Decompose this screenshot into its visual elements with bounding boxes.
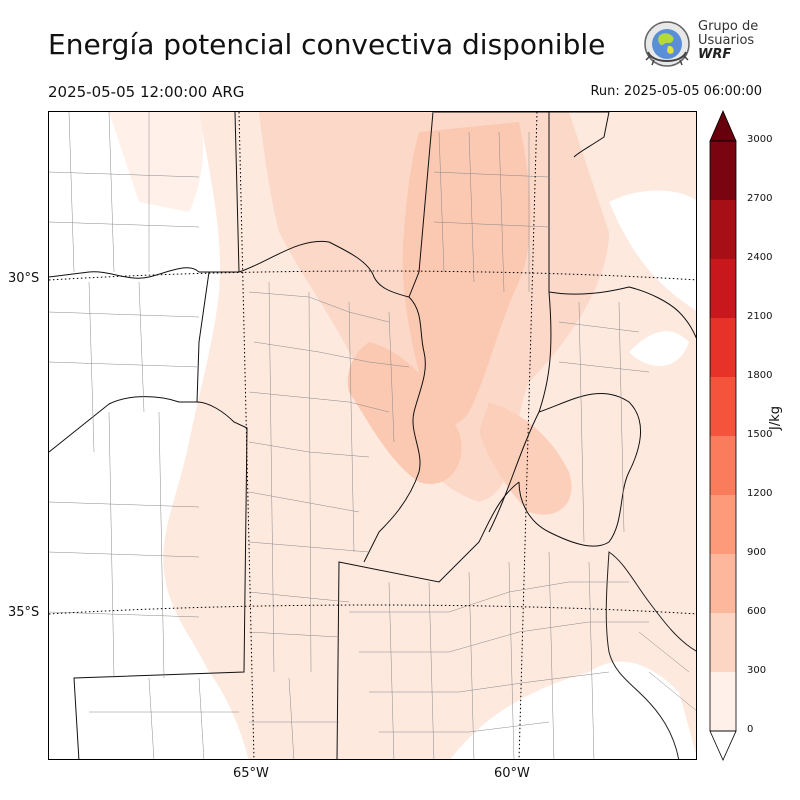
map-panel xyxy=(48,111,697,760)
colorbar-tick-label: 2700 xyxy=(747,193,773,204)
department-boundaries xyxy=(49,112,696,759)
cape-map xyxy=(49,112,696,759)
colorbar-unit-label: J/kg xyxy=(768,406,783,430)
colorbar-segment xyxy=(710,377,736,436)
colorbar-tick-label: 300 xyxy=(747,665,767,676)
valid-time-label: 2025-05-05 12:00:00 ARG xyxy=(48,83,245,101)
colorbar-tick-label: 1500 xyxy=(747,429,773,440)
logo-line-1: Grupo de xyxy=(698,19,759,34)
colorbar-tick-label: 600 xyxy=(747,606,767,617)
chart-title: Energía potencial convectiva disponible xyxy=(48,28,606,61)
colorbar-under-triangle xyxy=(709,730,737,761)
lat-label-35s: 35°S xyxy=(8,605,40,620)
colorbar-tick-label: 2400 xyxy=(747,252,773,263)
graticule xyxy=(49,112,696,759)
colorbar-segment xyxy=(710,200,736,259)
wrf-group-logo: Grupo de Usuarios WRF xyxy=(640,18,770,72)
colorbar-outline xyxy=(709,140,737,732)
colorbar-segments xyxy=(710,141,736,731)
province-boundaries xyxy=(49,112,696,759)
colorbar-over-triangle xyxy=(709,110,737,142)
colorbar-segment xyxy=(710,318,736,377)
colorbar-segment xyxy=(710,436,736,495)
colorbar-segment xyxy=(710,259,736,318)
colorbar-segment xyxy=(710,672,736,731)
cape-fill-layer xyxy=(109,112,696,759)
colorbar-segment xyxy=(710,613,736,672)
colorbar-tick-label: 1800 xyxy=(747,370,773,381)
colorbar-tick-label: 1200 xyxy=(747,488,773,499)
logo-line-2: Usuarios xyxy=(698,33,755,48)
colorbar-tick-label: 0 xyxy=(747,724,754,735)
colorbar-segment xyxy=(710,495,736,554)
colorbar-segment xyxy=(710,554,736,613)
logo-line-3: WRF xyxy=(698,47,732,62)
colorbar xyxy=(709,110,737,761)
lon-label-60w: 60°W xyxy=(494,766,530,781)
colorbar-tick-label: 2100 xyxy=(747,311,773,322)
globe-emblem-icon xyxy=(644,21,690,67)
lat-label-30s: 30°S xyxy=(8,271,40,286)
lon-label-65w: 65°W xyxy=(233,766,269,781)
colorbar-tick-label: 900 xyxy=(747,547,767,558)
colorbar-tick-label: 3000 xyxy=(747,134,773,145)
colorbar-segment xyxy=(710,141,736,200)
run-time-label: Run: 2025-05-05 06:00:00 xyxy=(590,84,762,99)
